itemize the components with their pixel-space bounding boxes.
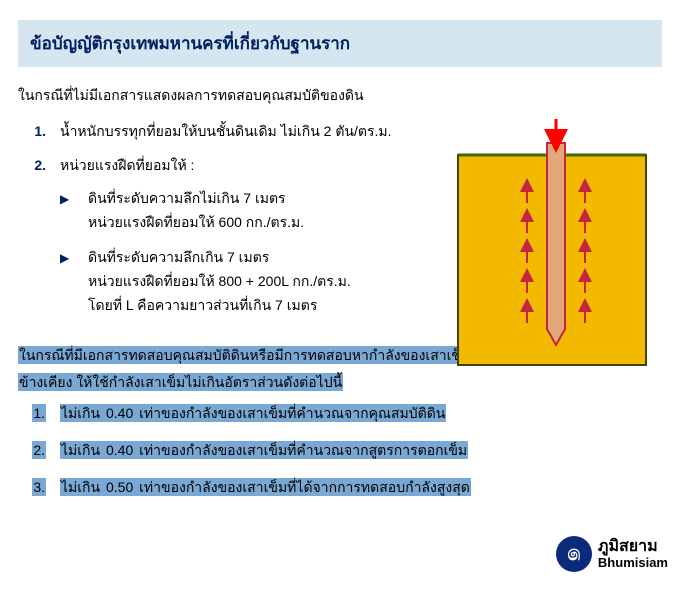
title-bar: ข้อบัญญัติกรุงเทพมหานครที่เกี่ยวกับฐานรา… [18,20,662,67]
hl-list: 1. ไม่เกิน 0.40 เท่าของกำลังของเสาเข็มที… [18,402,662,499]
sub-body: ดินที่ระดับความลึกเกิน 7 เมตร หน่วยแรงฝื… [88,246,442,317]
list-marker: 2. [18,154,60,329]
hl-marker: 2. [18,439,60,462]
hl-item-body: ไม่เกิน 0.50 เท่าของกำลังของเสาเข็มที่ได… [60,476,662,499]
page-title: ข้อบัญญัติกรุงเทพมหานครที่เกี่ยวกับฐานรา… [30,30,650,57]
pile-diagram [452,115,652,375]
sub-line: หน่วยแรงฝืดที่ยอมให้ 800 + 200L กก./ตร.ม… [88,270,442,294]
sub-list: ▶ ดินที่ระดับความลึกไม่เกิน 7 เมตร หน่วย… [60,187,442,318]
hl-list-item: 1. ไม่เกิน 0.40 เท่าของกำลังของเสาเข็มที… [18,402,662,425]
sub-line: ดินที่ระดับความลึกเกิน 7 เมตร [88,246,442,270]
sub-line: ดินที่ระดับความลึกไม่เกิน 7 เมตร [88,187,442,211]
sub-item: ▶ ดินที่ระดับความลึกไม่เกิน 7 เมตร หน่วย… [60,187,442,235]
triangle-icon: ▶ [60,246,88,317]
intro-text: ในกรณีที่ไม่มีเอกสารแสดงผลการทดสอบคุณสมบ… [18,85,662,106]
hl-list-item: 3. ไม่เกิน 0.50 เท่าของกำลังของเสาเข็มที… [18,476,662,499]
hl-item-body: ไม่เกิน 0.40 เท่าของกำลังของเสาเข็มที่คำ… [60,402,662,425]
list-text: หน่วยแรงฝืดที่ยอมให้ : [60,154,442,176]
brand-logo: ෧ ภูมิสยาม Bhumisiam [556,536,668,572]
logo-icon: ෧ [556,536,592,572]
hl-marker: 1. [18,402,60,425]
triangle-icon: ▶ [60,187,88,235]
hl-marker: 3. [18,476,60,499]
hl-item-body: ไม่เกิน 0.40 เท่าของกำลังของเสาเข็มที่คำ… [60,439,662,462]
logo-en: Bhumisiam [598,556,668,570]
sub-line: โดยที่ L คือความยาวส่วนที่เกิน 7 เมตร [88,294,442,318]
logo-th: ภูมิสยาม [598,538,668,556]
hl-text: ข้างเคียง ให้ใช้กำลังเสาเข็มไม่เกินอัตรา… [18,373,343,391]
sub-body: ดินที่ระดับความลึกไม่เกิน 7 เมตร หน่วยแร… [88,187,442,235]
logo-text: ภูมิสยาม Bhumisiam [598,538,668,570]
sub-line: หน่วยแรงฝืดที่ยอมให้ 600 กก./ตร.ม. [88,211,442,235]
hl-list-item: 2. ไม่เกิน 0.40 เท่าของกำลังของเสาเข็มที… [18,439,662,462]
sub-item: ▶ ดินที่ระดับความลึกเกิน 7 เมตร หน่วยแรง… [60,246,442,317]
list-marker: 1. [18,120,60,142]
content-block: ในกรณีที่ไม่มีเอกสารแสดงผลการทดสอบคุณสมบ… [18,85,662,330]
